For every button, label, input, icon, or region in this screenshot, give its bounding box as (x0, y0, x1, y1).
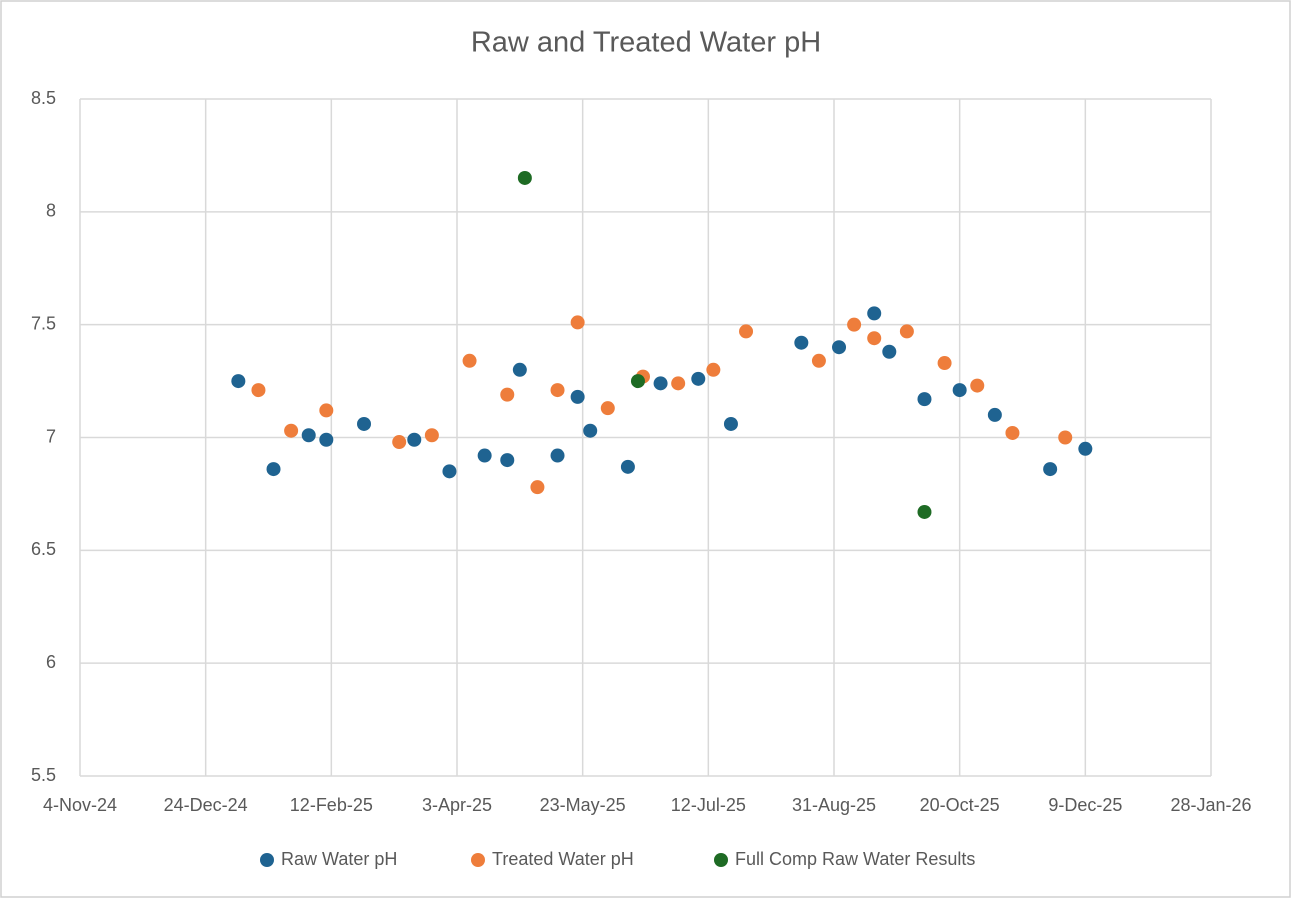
point (987, 407, 1002, 422)
point (882, 344, 897, 359)
point (284, 423, 299, 438)
point (811, 353, 826, 368)
point (231, 374, 246, 389)
x-tick-label: 23-May-25 (540, 795, 626, 815)
point (917, 504, 932, 519)
point (407, 432, 422, 447)
chart-title: Raw and Treated Water pH (471, 27, 821, 59)
point (899, 324, 914, 339)
point (847, 317, 862, 332)
point (357, 416, 372, 431)
point (600, 401, 615, 416)
point (530, 480, 545, 495)
point (1005, 425, 1020, 440)
point (583, 423, 598, 438)
point (424, 428, 439, 443)
point (550, 383, 565, 398)
y-tick-label: 5.5 (31, 765, 56, 785)
point (832, 340, 847, 355)
x-tick-label: 24-Dec-24 (164, 795, 248, 815)
point (570, 389, 585, 404)
point (867, 331, 882, 346)
legend-marker (714, 853, 728, 867)
point (1078, 441, 1093, 456)
point (630, 374, 645, 389)
x-tick-label: 12-Feb-25 (290, 795, 373, 815)
point (550, 448, 565, 463)
y-tick-label: 8 (46, 201, 56, 221)
point (970, 378, 985, 393)
point (620, 459, 635, 474)
x-tick-label: 31-Aug-25 (792, 795, 876, 815)
point (512, 362, 527, 377)
point (500, 387, 515, 402)
x-tick-label: 28-Jan-26 (1170, 795, 1251, 815)
point (301, 428, 316, 443)
point (937, 356, 952, 371)
point (691, 371, 706, 386)
point (477, 448, 492, 463)
legend-label: Raw Water pH (281, 849, 397, 869)
y-tick-label: 6.5 (31, 539, 56, 559)
point (1058, 430, 1073, 445)
point (1043, 462, 1058, 477)
point (917, 392, 932, 407)
point (319, 432, 334, 447)
point (952, 383, 967, 398)
point (392, 435, 407, 450)
legend-label: Full Comp Raw Water Results (735, 849, 975, 869)
x-tick-label: 3-Apr-25 (422, 795, 492, 815)
y-tick-label: 6 (46, 652, 56, 672)
y-tick-label: 8.5 (31, 88, 56, 108)
legend-label: Treated Water pH (492, 849, 634, 869)
point (723, 416, 738, 431)
x-tick-label: 4-Nov-24 (43, 795, 117, 815)
x-tick-label: 9-Dec-25 (1048, 795, 1122, 815)
point (266, 462, 281, 477)
legend-marker (471, 853, 485, 867)
point (442, 464, 457, 479)
x-tick-label: 12-Jul-25 (671, 795, 746, 815)
point (867, 306, 882, 321)
point (251, 383, 266, 398)
point (517, 170, 532, 185)
point (794, 335, 809, 350)
point (570, 315, 585, 330)
point (706, 362, 721, 377)
point (653, 376, 668, 391)
point (671, 376, 686, 391)
point (739, 324, 754, 339)
y-tick-label: 7 (46, 426, 56, 446)
legend-marker (260, 853, 274, 867)
point (319, 403, 334, 418)
point (500, 453, 515, 468)
point (462, 353, 477, 368)
y-tick-label: 7.5 (31, 313, 56, 333)
x-tick-label: 20-Oct-25 (920, 795, 1000, 815)
